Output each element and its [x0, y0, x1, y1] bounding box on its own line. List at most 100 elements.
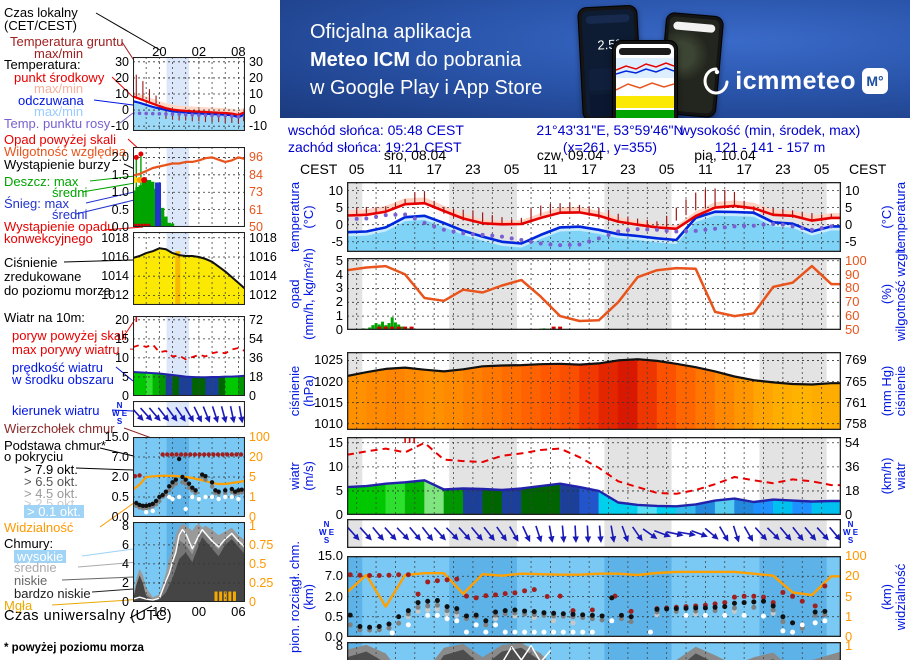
tz-label-left: CEST — [300, 161, 338, 177]
mini-cisnienie-chart — [133, 232, 245, 305]
mini-chmury-chart — [133, 522, 245, 602]
mini-chmury-ltick: 8 — [122, 518, 129, 533]
mini-chmury-ltick: 6 — [122, 537, 129, 552]
main-chm-chart — [347, 556, 841, 637]
main-opad-chart — [347, 258, 841, 330]
mini-hour-bottom: 18 — [152, 604, 167, 619]
legend-label: Temperatura gruntu — [10, 34, 124, 49]
main-opad-rtick: 50 — [845, 322, 860, 337]
main-opad-ltick: 4 — [335, 266, 343, 282]
mini-wiatr-ltick: 5 — [122, 369, 129, 384]
mini-precip-ltick: 1.0 — [111, 185, 129, 200]
main-temp-ltick: 5 — [335, 199, 343, 215]
legend-label: bardzo niskie — [14, 586, 91, 601]
main-opad-ltick: 2 — [335, 294, 343, 310]
legend-label: Śnieg: max — [4, 196, 70, 211]
mini-cisnienie-rtick: 1016 — [249, 249, 277, 264]
mini-temp-ltick: 20 — [115, 70, 129, 85]
mini-temp-rtick: 30 — [249, 54, 263, 69]
mini-cisnienie-ltick: 1012 — [101, 288, 129, 303]
legend-label: > 7.9 okt. — [24, 462, 78, 477]
main-chm-ltick: 7.0 — [324, 568, 343, 584]
legend-label: Wilgotność względna — [4, 144, 127, 159]
main-cisnienie-rtick: 769 — [845, 352, 867, 368]
main-opad-rtick: 90 — [845, 266, 860, 282]
legend-label: Temp. punktu rosy — [4, 116, 111, 131]
main-opad-rtick: 100 — [845, 252, 867, 268]
logo-badge: M° — [862, 68, 888, 94]
sunset-info: zachód słońca: 19:21 CEST — [288, 139, 462, 155]
legend-label: średnie — [14, 560, 57, 575]
mini-wiatr-rtick: 36 — [249, 350, 263, 365]
main-opad-ltick: 3 — [335, 280, 343, 296]
mini-temp-ltick: -10 — [110, 119, 129, 134]
main-temp-axis-label-left: temperatura (°C) — [287, 181, 316, 253]
hour-label: 23 — [775, 161, 791, 177]
mini-temp-ltick: 30 — [115, 54, 129, 69]
main-chm-ltick: 0.0 — [324, 629, 343, 644]
main-wiatr-axis-label-left: wiatr (m/s) — [287, 461, 316, 491]
mini-chm-rtick: 5 — [249, 470, 256, 484]
hour-label: 23 — [620, 161, 636, 177]
main-temp-rtick: -5 — [845, 233, 857, 249]
mini-wiatr-chart — [133, 316, 245, 396]
mini-temp-rtick: 10 — [249, 87, 263, 101]
mini-wiatr-rtick: 54 — [249, 331, 263, 346]
mini-cisnienie-ltick: 1018 — [101, 230, 129, 245]
compass-icon: N W E S — [319, 520, 335, 545]
tz-label-right: CEST — [849, 161, 887, 177]
legend-label: prędkość wiatru — [12, 360, 104, 375]
main-temp-rtick: 0 — [845, 216, 853, 232]
main-chm-rtick: 100 — [845, 548, 867, 563]
legend-label: max/min — [34, 104, 84, 119]
legend-label: Mgła — [4, 598, 33, 613]
mini-chm-ltick: 7.0 — [111, 450, 129, 464]
mini-wiatr-rtick: 18 — [249, 369, 263, 384]
legend-label: > 6.5 okt. — [24, 474, 78, 489]
mini-chmury-rtick: 0 — [249, 595, 256, 609]
main-cisnienie-rtick: 761 — [845, 394, 867, 410]
main-chmury-chart — [347, 642, 841, 660]
mini-wiatr-rtick: 72 — [249, 312, 263, 327]
main-temp-axis-label-right: (°C) temperatura — [879, 181, 908, 253]
mini-cisnienie-rtick: 1014 — [249, 269, 277, 284]
legend-label: do poziomu morza — [4, 283, 111, 298]
day-label: śro, 08.04 — [383, 147, 447, 163]
mini-wiatr-rtick: 0 — [249, 389, 256, 403]
legend-label: max/min — [34, 81, 84, 96]
mini-precip-rtick: 73 — [249, 185, 263, 200]
mini-precip-rtick: 61 — [249, 202, 263, 217]
main-cisnienie-ltick: 1010 — [314, 415, 343, 431]
app-promo-banner[interactable]: Oficjalna aplikacja Meteo ICM do pobrani… — [280, 0, 910, 118]
mini-temp-ltick: 10 — [115, 87, 129, 101]
mini-chmury-rtick: 0.25 — [249, 575, 274, 590]
hour-label: 05 — [503, 161, 520, 177]
legend-label: Wystąpienie opadu — [4, 219, 115, 234]
mini-chm-ltick: 0.0 — [111, 510, 129, 524]
hour-label: 05 — [348, 161, 365, 177]
legend-label: Chmury: — [4, 536, 54, 551]
legend-label: > 4.5 okt. — [24, 486, 78, 501]
main-cisnienie-ltick: 1025 — [314, 352, 343, 368]
mini-chm-chart — [133, 437, 245, 517]
sunrise-info: wschód słońca: 05:48 CEST — [288, 122, 464, 138]
mini-chm-rtick: 0 — [249, 510, 256, 524]
main-chm-rtick: 5 — [845, 588, 853, 604]
icmmeteo-logo: icmmeteo M° — [703, 66, 888, 96]
main-wiatr-rtick: 54 — [845, 434, 860, 450]
mini-chmury-ltick: 0 — [122, 595, 129, 609]
above-sea-level-footnote: * powyżej poziomu morza — [4, 642, 144, 654]
mini-chm-rtick: 100 — [249, 430, 270, 444]
hour-label: 17 — [426, 161, 442, 177]
main-opad-rtick: 70 — [845, 294, 860, 310]
utc-axis-label: Czas uniwersalny (UTC) — [4, 608, 173, 624]
legend-label: Widzialność — [4, 520, 74, 535]
altitude-values: 121 - 141 - 157 m — [714, 139, 826, 155]
coordinates: 21°43'31"E, 53°59'46"N — [536, 122, 684, 138]
hour-label: 17 — [581, 161, 597, 177]
phone-mockup-meteogram — [612, 40, 678, 118]
main-wiatr-ltick: 10 — [328, 458, 343, 474]
main-chm-rtick: 20 — [845, 568, 860, 584]
main-cisnienie-ltick: 1020 — [314, 373, 343, 389]
mini-precip-rtick: 50 — [249, 220, 263, 234]
